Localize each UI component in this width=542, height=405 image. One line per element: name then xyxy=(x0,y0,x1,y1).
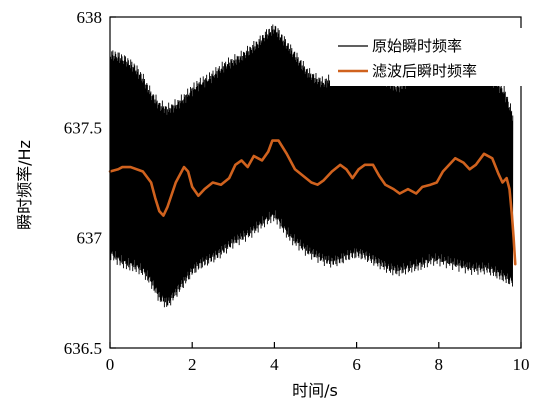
series-raw-frequency-line xyxy=(109,24,514,308)
legend-label-raw: 原始瞬时频率 xyxy=(372,37,462,55)
legend: 原始瞬时频率 滤波后瞬时频率 xyxy=(330,28,526,86)
legend-label-filtered: 滤波后瞬时频率 xyxy=(372,62,477,80)
plot-area xyxy=(108,24,517,308)
x-axis-ticks: 0 2 4 6 8 10 xyxy=(106,342,530,374)
plot-frame xyxy=(109,16,522,349)
y-tick-label: 637.5 xyxy=(64,118,102,137)
x-tick-label: 0 xyxy=(106,355,115,374)
x-tick-label: 10 xyxy=(513,355,530,374)
x-tick-label: 4 xyxy=(270,355,279,374)
x-tick-label: 8 xyxy=(435,355,444,374)
legend-background xyxy=(330,28,526,86)
x-tick-label: 2 xyxy=(188,355,197,374)
y-axis-ticks: 636.5 637 637.5 638 xyxy=(64,8,116,358)
y-axis-label: 瞬时频率/Hz xyxy=(15,140,34,230)
series-filtered-frequency-line xyxy=(108,139,517,266)
x-tick-label: 6 xyxy=(352,355,361,374)
x-axis-label: 时间/s xyxy=(292,381,338,400)
y-tick-label: 638 xyxy=(77,8,103,27)
y-tick-label: 636.5 xyxy=(64,339,102,358)
y-tick-label: 637 xyxy=(77,229,103,248)
